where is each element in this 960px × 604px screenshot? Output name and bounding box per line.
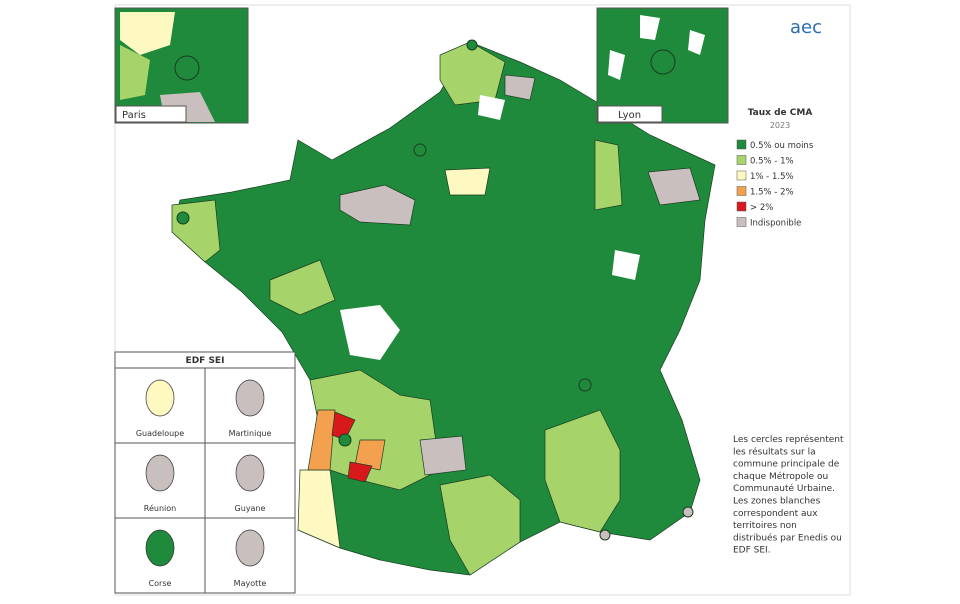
- territory-shape: [145, 379, 175, 417]
- paris-label: Paris: [122, 110, 146, 121]
- logo: aec: [790, 17, 822, 38]
- legend-swatch: [736, 201, 747, 212]
- note-line: chaque Métropole ou: [733, 471, 828, 482]
- lyon-inset: Lyon: [596, 7, 729, 124]
- legend-label: 1.5% - 2%: [750, 188, 794, 198]
- legend-swatch: [736, 186, 747, 196]
- note-line: Les cercles représentent: [733, 434, 844, 445]
- territory-label: Guadeloupe: [136, 429, 184, 438]
- territory-shape: [145, 529, 175, 567]
- note-line: Les zones blanches: [733, 497, 821, 507]
- edf-sei-panel: EDF SEI Guadeloupe Martinique Réunion Guyan…: [114, 351, 296, 594]
- france-map: [171, 39, 716, 576]
- lyon-label: Lyon: [618, 110, 641, 121]
- note-line: les résultats sur la: [733, 446, 816, 457]
- territory-label: Mayotte: [234, 579, 267, 588]
- note-line: correspondent aux: [733, 509, 818, 519]
- legend-swatch: [736, 155, 747, 165]
- territory-label: Guyane: [235, 504, 266, 513]
- legend-swatch: [736, 139, 747, 150]
- legend-label: 0.5% - 1%: [750, 157, 794, 167]
- edf-sei-title: EDF SEI: [186, 356, 225, 366]
- territory-label: Corse: [149, 579, 172, 588]
- legend-swatch: [736, 170, 747, 181]
- legend-label: > 2%: [750, 203, 773, 213]
- note-line: distribués par Enedis ou: [733, 532, 842, 543]
- territory-label: Martinique: [229, 429, 272, 438]
- paris-inset: Paris: [114, 7, 249, 124]
- territory-shape: [235, 529, 265, 567]
- note-line: Communauté Urbaine.: [733, 483, 835, 494]
- legend-title: Taux de CMA: [748, 108, 813, 118]
- legend-swatch: [736, 217, 747, 227]
- legend-label: 0.5% ou moins: [750, 141, 814, 151]
- legend: Taux de CMA 2023 0.5% ou moins 0.5% - 1% 1…: [736, 108, 814, 229]
- legend-label: Indisponible: [750, 219, 801, 229]
- note-line: commune principale de: [733, 460, 840, 470]
- note-line: EDF SEI.: [733, 546, 771, 556]
- note-line: territoires non: [733, 521, 797, 531]
- legend-subtitle: 2023: [770, 121, 790, 130]
- legend-label: 1% - 1.5%: [750, 172, 794, 182]
- territory-shape: [235, 454, 265, 492]
- territory-shape: [145, 454, 175, 492]
- territory-label: Réunion: [144, 503, 176, 513]
- territory-shape: [235, 379, 265, 417]
